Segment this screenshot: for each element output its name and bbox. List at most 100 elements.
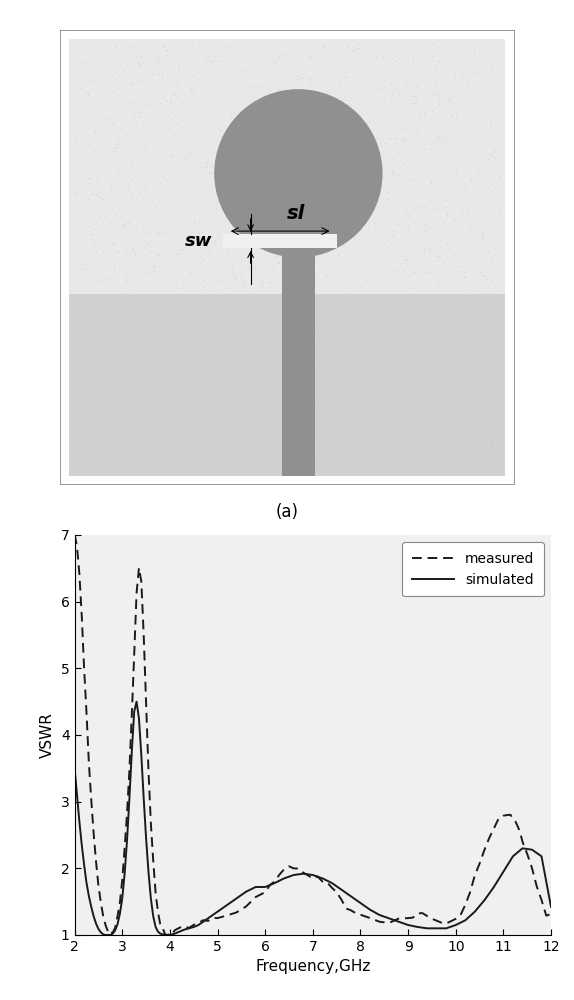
Point xyxy=(415,119,424,135)
Point xyxy=(463,201,472,217)
Point xyxy=(306,95,315,111)
Point xyxy=(76,412,86,428)
Point xyxy=(394,263,404,279)
Point xyxy=(91,235,100,251)
Point xyxy=(262,198,272,214)
Point xyxy=(170,363,180,379)
Point xyxy=(223,243,232,259)
Point xyxy=(108,44,117,60)
Point xyxy=(335,79,344,95)
Point xyxy=(379,296,388,312)
Point xyxy=(251,421,261,437)
Point xyxy=(232,290,241,306)
Point xyxy=(183,145,192,161)
Point xyxy=(144,382,153,398)
Point xyxy=(168,86,177,102)
Point xyxy=(97,337,106,353)
Point xyxy=(432,265,441,281)
Point xyxy=(231,388,240,404)
Point xyxy=(212,328,221,344)
Point xyxy=(304,135,313,151)
Point xyxy=(111,229,120,245)
Point xyxy=(77,157,87,173)
Point xyxy=(277,226,286,242)
Point xyxy=(457,310,466,326)
Point xyxy=(494,392,503,408)
Point xyxy=(240,272,249,288)
Point xyxy=(390,344,400,360)
Point xyxy=(174,63,183,79)
Point xyxy=(435,94,444,110)
Point xyxy=(317,357,327,373)
Point xyxy=(486,249,495,265)
Point xyxy=(178,359,187,375)
Point xyxy=(362,359,371,375)
Point xyxy=(274,304,283,320)
Point xyxy=(153,51,162,67)
Point xyxy=(139,185,149,201)
Point xyxy=(116,100,125,116)
Point xyxy=(286,291,295,307)
Point xyxy=(390,254,400,270)
Point xyxy=(332,194,342,210)
Point xyxy=(133,351,142,367)
Point xyxy=(239,276,249,292)
Point xyxy=(140,97,149,113)
Point xyxy=(468,304,478,320)
Point xyxy=(111,108,120,124)
Point xyxy=(298,257,307,273)
Point xyxy=(325,211,334,227)
Point xyxy=(266,66,276,82)
measured xyxy=(328,882,335,894)
Point xyxy=(293,352,302,368)
Point xyxy=(349,230,358,246)
Point xyxy=(279,180,288,196)
Point xyxy=(118,445,127,461)
Point xyxy=(404,276,413,292)
Point xyxy=(317,94,326,110)
Point xyxy=(129,95,138,111)
Point xyxy=(187,311,196,327)
Point xyxy=(119,409,128,425)
Point xyxy=(317,463,327,479)
Point xyxy=(273,255,282,271)
Point xyxy=(378,218,387,234)
Point xyxy=(216,325,225,341)
Point xyxy=(259,403,269,419)
Point xyxy=(91,447,100,463)
Point xyxy=(348,80,357,96)
Point xyxy=(319,185,328,201)
Point xyxy=(197,69,207,85)
Point xyxy=(182,220,191,236)
Point xyxy=(460,320,470,336)
Point xyxy=(406,462,416,478)
Point xyxy=(405,170,414,186)
Point xyxy=(479,226,488,242)
Point xyxy=(331,451,340,467)
Point xyxy=(206,425,215,441)
Point xyxy=(144,427,153,443)
Point xyxy=(244,455,253,471)
Point xyxy=(484,172,494,188)
Point xyxy=(238,411,247,427)
Point xyxy=(351,270,360,286)
Point xyxy=(457,294,467,310)
Point xyxy=(76,344,85,360)
Point xyxy=(142,211,152,227)
Point xyxy=(169,160,179,176)
Point xyxy=(391,66,400,82)
Point xyxy=(218,255,227,271)
Point xyxy=(458,204,467,220)
Point xyxy=(377,62,386,78)
Point xyxy=(399,120,408,136)
Point xyxy=(297,145,307,161)
Point xyxy=(119,236,129,252)
Point xyxy=(154,178,163,194)
Point xyxy=(111,140,121,156)
Point xyxy=(348,166,357,182)
Point xyxy=(443,312,452,328)
Point xyxy=(423,426,432,442)
Point xyxy=(144,116,153,132)
Point xyxy=(262,436,272,452)
Point xyxy=(323,96,332,112)
